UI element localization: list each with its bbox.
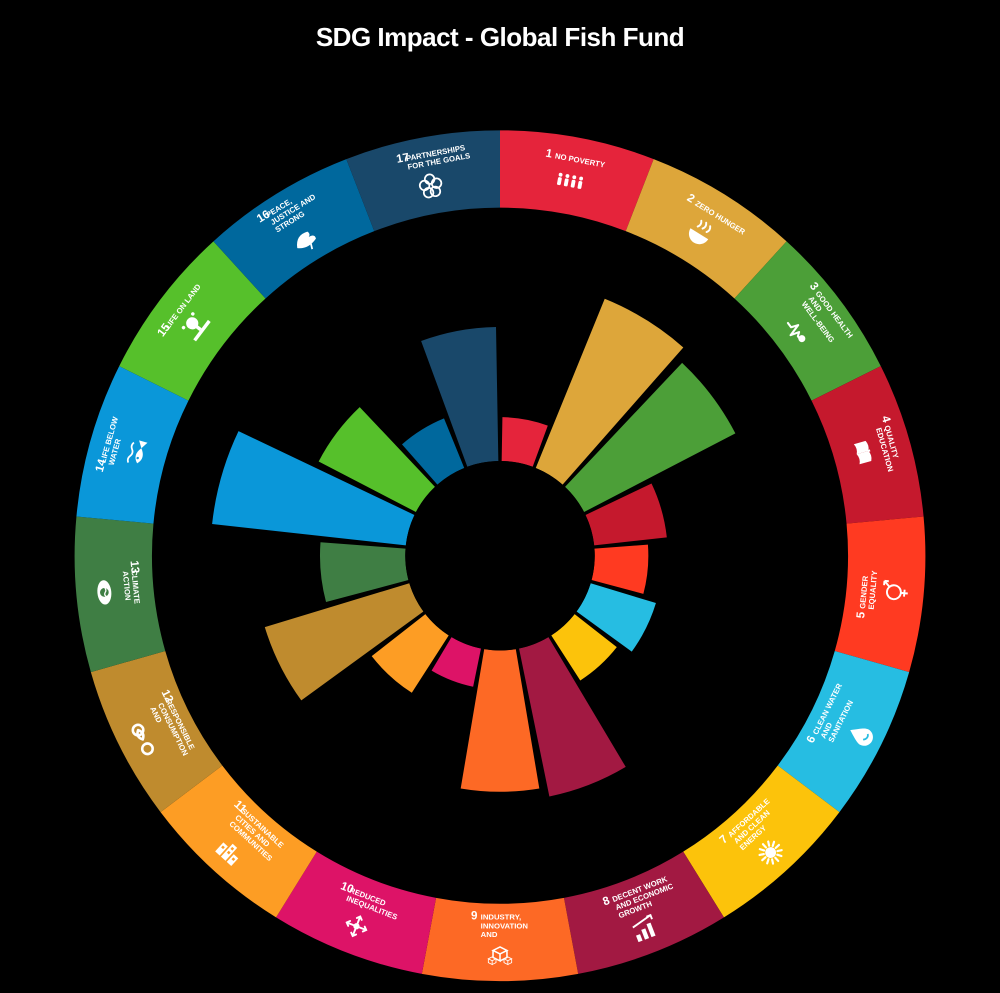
svg-text:AND: AND bbox=[481, 930, 498, 939]
svg-text:9: 9 bbox=[471, 910, 478, 923]
sdg-ring-seg-1 bbox=[500, 130, 654, 231]
rose-center-hole bbox=[405, 461, 594, 650]
sdg-ring-seg-9 bbox=[422, 898, 578, 981]
svg-text:INDUSTRY,: INDUSTRY, bbox=[481, 913, 521, 922]
svg-text:INNOVATION: INNOVATION bbox=[481, 921, 529, 930]
sdg-radial-chart: 1NO POVERTY2ZERO HUNGER3GOOD HEALTHANDWE… bbox=[0, 53, 1000, 993]
sdg-ring-seg-13 bbox=[75, 516, 166, 672]
chart-title: SDG Impact - Global Fish Fund bbox=[0, 0, 1000, 53]
sdg-ring-seg-5 bbox=[835, 516, 926, 672]
